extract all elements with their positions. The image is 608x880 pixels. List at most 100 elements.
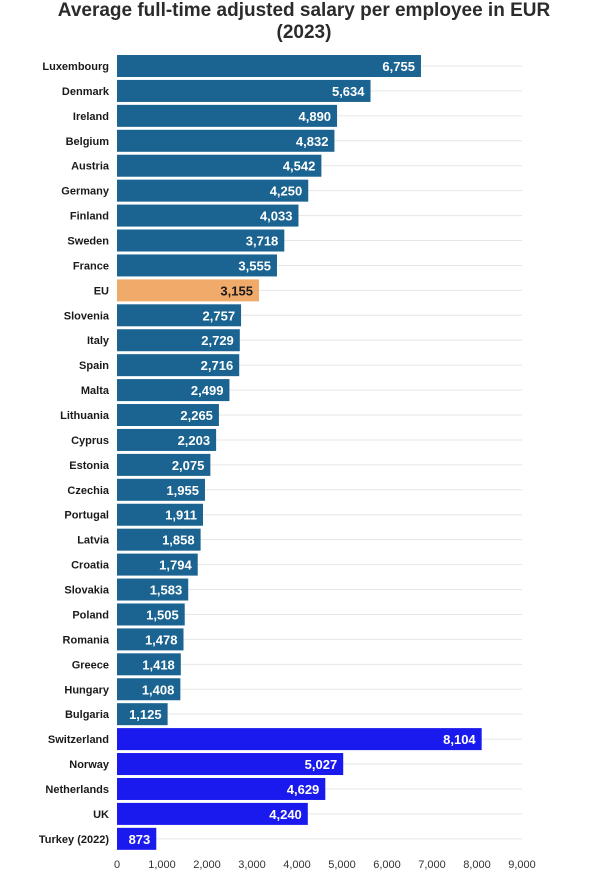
value-label: 4,832: [296, 134, 329, 149]
category-label: UK: [93, 809, 109, 821]
x-tick-label: 2,000: [193, 859, 221, 871]
chart-title-line-1: Average full-time adjusted salary per em…: [57, 0, 551, 21]
x-tick-label: 6,000: [373, 859, 401, 871]
value-label: 3,155: [220, 283, 253, 298]
bar: [117, 478, 205, 501]
value-label: 3,555: [238, 258, 271, 273]
value-label: 3,718: [246, 234, 279, 249]
bar: [117, 404, 219, 427]
bar: [117, 653, 181, 676]
bar: [117, 229, 285, 252]
bar: [117, 578, 189, 601]
value-label: 2,757: [203, 308, 236, 323]
category-label: Estonia: [69, 460, 110, 472]
value-label: 2,203: [178, 433, 211, 448]
bar: [117, 204, 299, 227]
bar: [117, 179, 309, 202]
bar: [117, 553, 198, 576]
value-label: 4,240: [269, 807, 302, 822]
category-label: Netherlands: [45, 784, 109, 796]
x-axis-ticks: 0 1,000 2,000 3,000 4,000 5,000 6,000 7,000 8,00…: [114, 859, 536, 871]
category-label: Austria: [71, 161, 110, 173]
bar: [117, 79, 371, 102]
bar: [117, 753, 344, 776]
x-tick-label: 9,000: [508, 859, 536, 871]
category-label: Italy: [87, 335, 110, 347]
bar: [117, 254, 277, 277]
chart-title-line-2: (2023): [276, 22, 332, 43]
value-label: 8,104: [443, 732, 476, 747]
bar: [117, 703, 168, 726]
x-tick-label: 1,000: [148, 859, 176, 871]
bar: [117, 603, 185, 626]
category-label: Bulgaria: [65, 709, 110, 721]
value-label: 2,075: [172, 458, 205, 473]
value-label: 1,408: [142, 682, 175, 697]
category-label: Ireland: [73, 111, 109, 123]
category-label: Hungary: [64, 684, 110, 696]
category-label: Croatia: [71, 560, 110, 572]
value-label: 1,505: [146, 607, 179, 622]
value-label: 1,125: [129, 707, 162, 722]
category-labels: Luxembourg Denmark Ireland Belgium Austria Ge…: [39, 61, 110, 846]
value-label: 2,729: [201, 333, 234, 348]
category-label: Slovenia: [64, 310, 110, 322]
value-label: 4,250: [270, 184, 303, 199]
bar: [117, 453, 211, 476]
category-label: Luxembourg: [42, 61, 109, 73]
bar: [117, 777, 326, 800]
value-label: 1,478: [145, 632, 178, 647]
category-label: Turkey (2022): [39, 834, 109, 846]
category-label: Norway: [69, 759, 110, 771]
x-tick-label: 7,000: [418, 859, 446, 871]
bar: [117, 154, 322, 177]
category-label: Sweden: [67, 236, 109, 248]
bar: [117, 503, 203, 526]
value-label: 5,027: [305, 757, 338, 772]
value-label: 1,955: [166, 483, 199, 498]
category-label: Lithuania: [60, 410, 110, 422]
x-tick-label: 4,000: [283, 859, 311, 871]
x-tick-label: 8,000: [463, 859, 491, 871]
category-label: Denmark: [62, 86, 110, 98]
value-label: 873: [129, 832, 151, 847]
value-label: 1,418: [142, 657, 175, 672]
category-label: Malta: [81, 385, 110, 397]
value-label: 5,634: [332, 84, 365, 99]
category-label: Portugal: [64, 510, 109, 522]
value-label: 2,499: [191, 383, 224, 398]
category-label: Poland: [72, 609, 109, 621]
value-label: 6,755: [382, 59, 415, 74]
value-label: 2,265: [180, 408, 213, 423]
category-label: Germany: [61, 186, 110, 198]
value-label: 1,911: [165, 508, 197, 523]
value-label: 4,033: [260, 209, 293, 224]
category-label: Slovakia: [64, 585, 110, 597]
category-label: Latvia: [77, 535, 110, 547]
value-label: 4,542: [283, 159, 316, 174]
bar: [117, 304, 242, 327]
bar: [117, 354, 240, 377]
bar: [117, 802, 308, 825]
x-tick-label: 0: [114, 859, 120, 871]
category-label: Czechia: [67, 485, 109, 497]
value-label: 2,716: [201, 358, 234, 373]
category-label: Finland: [70, 211, 109, 223]
value-label: 1,583: [150, 583, 183, 598]
chart-title: Average full-time adjusted salary per em…: [0, 0, 608, 44]
value-label: 4,629: [287, 782, 320, 797]
bar: [117, 728, 482, 751]
category-label: Greece: [72, 659, 109, 671]
bar: [117, 628, 184, 651]
bar: [117, 678, 181, 701]
value-label: 4,890: [299, 109, 332, 124]
category-label: France: [73, 260, 109, 272]
category-label: Belgium: [66, 136, 110, 148]
category-label: Switzerland: [48, 734, 109, 746]
category-label: EU: [94, 285, 109, 297]
bars: [117, 55, 482, 850]
x-tick-label: 3,000: [238, 859, 266, 871]
bar: [117, 55, 421, 77]
